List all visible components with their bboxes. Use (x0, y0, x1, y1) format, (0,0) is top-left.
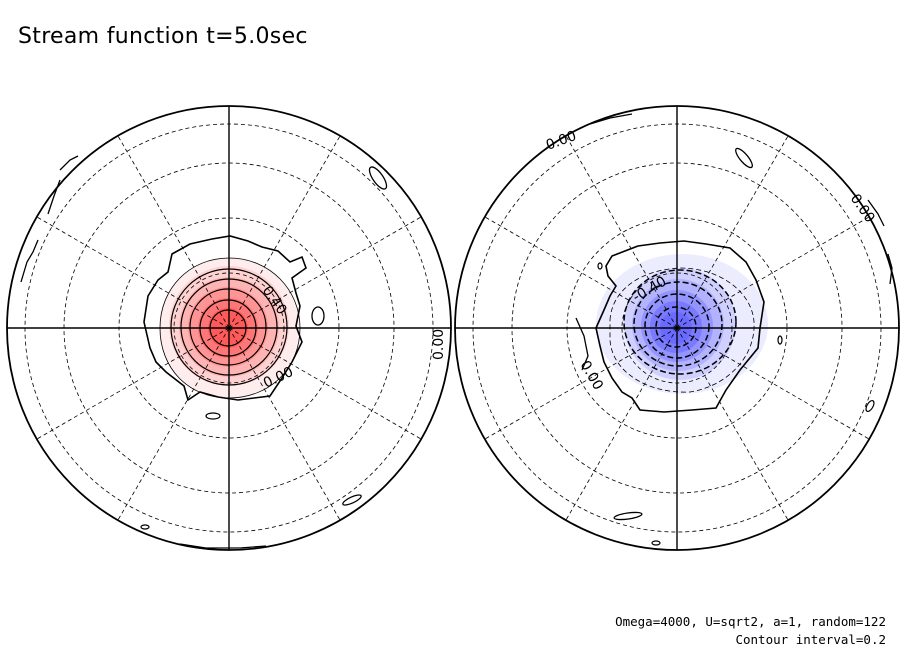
right-contour-minus-0.4 (623, 269, 737, 375)
right-island-6 (651, 540, 661, 546)
left-meridian-300 (36, 216, 230, 329)
right-island-2 (777, 335, 783, 345)
left-meridian-30 (228, 135, 341, 329)
right-contour-minus-0.2 (609, 267, 755, 393)
left-contour-0.8 (189, 288, 267, 366)
right-meridian-120 (676, 327, 870, 440)
left-island-3 (342, 494, 362, 506)
right-label-0.00-b: 0.00 (544, 128, 579, 154)
left-island-4 (140, 524, 150, 530)
right-edge-contour-2 (887, 253, 893, 285)
right-island-4 (865, 399, 875, 413)
right-island-1 (597, 262, 603, 270)
left-meridian-60 (228, 216, 422, 329)
right-edge-contour-4 (575, 317, 589, 371)
right-edge-contour-1 (867, 199, 885, 227)
right-contour-zero (595, 240, 765, 413)
contour-interval-note: Contour interval=0.2 (735, 632, 886, 647)
left-boundary (6, 105, 452, 551)
left-meridian-330 (117, 135, 230, 329)
right-boundary (454, 105, 900, 551)
left-label-0.00-b: 0.00 (431, 329, 447, 360)
right-meridian-300 (484, 216, 678, 329)
left-island-2 (368, 166, 388, 190)
right-label-0.00-c: 0.00 (847, 191, 878, 226)
left-edge-contour-3 (179, 543, 267, 549)
right-island-3 (735, 147, 753, 169)
right-meridian-330 (565, 135, 678, 329)
right-meridian-240 (484, 327, 678, 440)
left-edge-contour-2 (59, 155, 79, 171)
right-meridian-30 (676, 135, 789, 329)
right-meridian-210 (565, 327, 678, 521)
chart-title: Stream function t=5.0sec (18, 24, 308, 49)
left-axes (6, 105, 452, 551)
right-axes (454, 105, 900, 551)
right-contours (575, 113, 893, 546)
left-island-5 (205, 412, 221, 420)
right-contour-minus-1.0 (655, 306, 697, 348)
right-meridian-60 (676, 216, 870, 329)
left-meridian-210 (117, 327, 230, 521)
left-edge-contour-1 (20, 239, 39, 283)
right-polar-plot: -0.40 0.00 0.00 0.00 (454, 105, 900, 551)
parameters-note: Omega=4000, U=sqrt2, a=1, random=122 (615, 614, 886, 629)
right-contour-minus-0.6 (633, 281, 723, 367)
right-island-5 (613, 511, 643, 521)
right-meridian-150 (676, 327, 789, 521)
right-label-0.00-a: 0.00 (577, 358, 606, 393)
left-meridian-240 (36, 327, 230, 440)
left-island-1 (311, 306, 325, 326)
left-polar-plot: 0.40 0.00 0.00 (6, 105, 452, 551)
